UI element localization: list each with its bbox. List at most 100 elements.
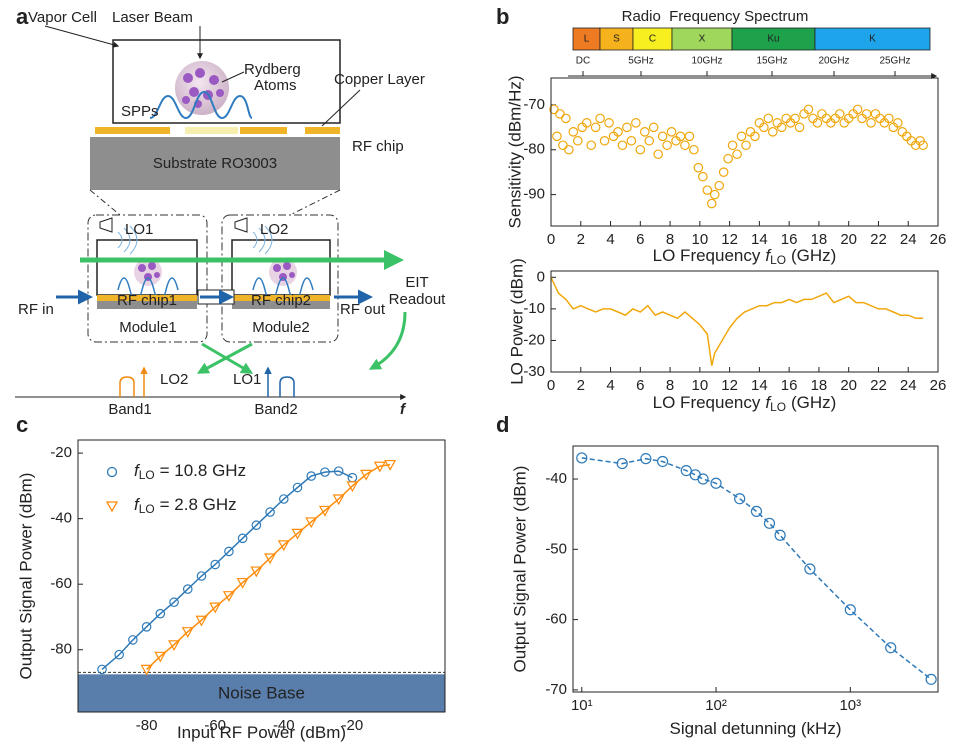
marker (278, 494, 289, 504)
label: RF chip2 (251, 292, 311, 309)
x-tick-label: 8 (666, 231, 674, 248)
marker (662, 140, 672, 151)
marker (549, 104, 559, 115)
cross-arrow (201, 342, 254, 374)
axis-label: LO Frequency fLO (GHz) (653, 393, 837, 414)
marker (292, 482, 303, 493)
marker (918, 140, 928, 151)
series-line (146, 463, 391, 670)
y-tick-label: -40 (545, 470, 567, 487)
marker (265, 507, 275, 517)
label: Module2 (252, 319, 310, 336)
marker (635, 144, 646, 155)
label: Readout (389, 291, 447, 308)
label: Atoms (254, 77, 297, 94)
series-line (101, 470, 353, 670)
label: Module1 (119, 319, 177, 336)
y-tick-label: -60 (50, 575, 72, 592)
axis-label: Signal detunning (kHz) (670, 719, 842, 738)
spectrum-tick-label: 20GHz (818, 56, 849, 67)
leader (221, 71, 245, 83)
copper (97, 295, 197, 301)
x-tick-label: 12 (721, 377, 738, 394)
label-symbol: f (134, 495, 141, 514)
marker (794, 122, 805, 133)
spp-wave (149, 90, 253, 120)
noise-label: Noise Base (218, 684, 305, 703)
label-subscript: LO (139, 502, 155, 516)
axis-label: LO Power (dBm) (507, 258, 526, 385)
marker (709, 189, 720, 200)
label-unit: (GHz) (791, 246, 836, 265)
marker (306, 471, 317, 481)
label-text: Signal detunning (kHz) (670, 719, 842, 738)
label: Rydberg (244, 61, 301, 78)
band-label: S (613, 34, 620, 45)
band-label: X (699, 34, 706, 45)
x-tick-label: 24 (900, 231, 917, 248)
marker (640, 453, 652, 465)
y-tick-label: -10 (523, 300, 545, 317)
label-unit: (GHz) (791, 393, 836, 412)
leader (44, 25, 120, 48)
x-tick-label: 18 (811, 231, 828, 248)
marker (141, 621, 152, 632)
panel-label: d (496, 412, 509, 437)
label-subscript: LO (770, 253, 786, 267)
marker (251, 520, 262, 531)
marker (732, 149, 742, 160)
marker (154, 651, 167, 663)
emission (252, 225, 273, 255)
label: Band1 (108, 401, 151, 418)
label-subscript: LO (139, 468, 155, 482)
series-line (550, 276, 924, 366)
marker (774, 529, 786, 541)
marker (741, 140, 751, 151)
spectrum-tick-label: 10GHz (691, 56, 722, 67)
marker (759, 122, 769, 133)
label-text: LO Frequency (653, 393, 761, 412)
module-box (221, 214, 339, 343)
marker (169, 597, 179, 608)
marker (776, 122, 787, 133)
label: Vapor Cell (28, 9, 97, 26)
label-text: = 10.8 GHz (160, 461, 246, 480)
marker (373, 461, 386, 473)
marker (714, 180, 724, 191)
marker (552, 131, 562, 142)
x-tick-label: 8 (666, 377, 674, 394)
x-tick-label: 20 (840, 377, 857, 394)
label: Substrate RO3003 (153, 155, 277, 172)
x-tick-label: 0 (547, 231, 555, 248)
horn (234, 217, 248, 233)
label: LO1 (125, 221, 153, 238)
marker (657, 455, 669, 468)
marker (236, 577, 249, 589)
copper-gap (185, 127, 238, 134)
marker (834, 109, 845, 119)
x-tick-label: 16 (781, 377, 798, 394)
label-subscript: LO (770, 400, 786, 414)
module-box (87, 214, 208, 343)
noise-base (78, 674, 445, 712)
marker (866, 118, 876, 128)
x-tick-label: 10² (705, 697, 727, 714)
x-tick-label: 22 (870, 231, 887, 248)
series-line (581, 457, 932, 680)
x-tick-label: 22 (870, 377, 887, 394)
plot-frame (77, 439, 446, 713)
x-tick-label: 14 (751, 377, 768, 394)
diagram: Vapor Cell Laser Beam Rydberg Atoms SPPs… (15, 9, 446, 418)
guide (289, 189, 341, 216)
label: Laser Beam (112, 9, 193, 26)
marker (617, 140, 628, 151)
x-tick-label: -40 (273, 717, 295, 734)
marker (320, 467, 330, 477)
label: LO1 (233, 371, 261, 388)
label: EIT (405, 274, 428, 291)
marker (590, 122, 601, 133)
x-tick-label: 10¹ (571, 697, 593, 714)
band (814, 27, 931, 51)
x-tick-label: 26 (930, 231, 947, 248)
